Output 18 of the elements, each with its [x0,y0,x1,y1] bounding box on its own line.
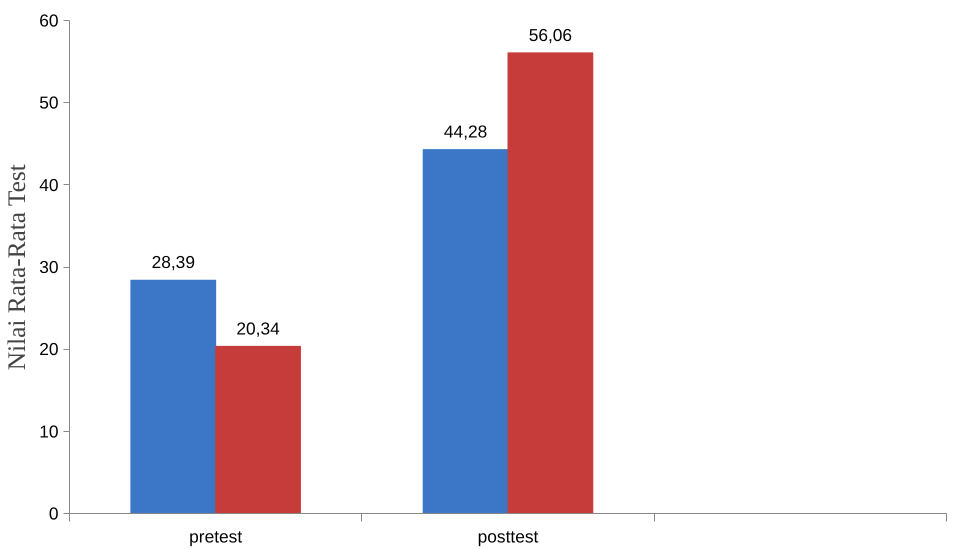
bar [508,52,594,514]
bar [422,149,508,514]
y-tick-label: 0 [48,504,59,524]
y-tick-label: 30 [39,257,59,277]
data-label: 28,39 [152,252,195,272]
y-tick-label: 40 [39,174,59,195]
y-tick-label: 60 [39,10,59,30]
data-label: 20,34 [236,318,280,338]
y-tick-label: 20 [39,339,59,360]
x-tick-label: posttest [478,526,539,546]
y-tick-label: 50 [39,92,59,113]
data-label: 56,06 [528,24,572,45]
y-tick-label: 10 [39,421,59,442]
bar [130,280,216,514]
y-axis-title: Nilai Rata-Rata Test [3,164,32,370]
data-label: 44,28 [444,122,488,142]
bar [215,346,301,514]
x-tick-label: pretest [189,526,242,546]
